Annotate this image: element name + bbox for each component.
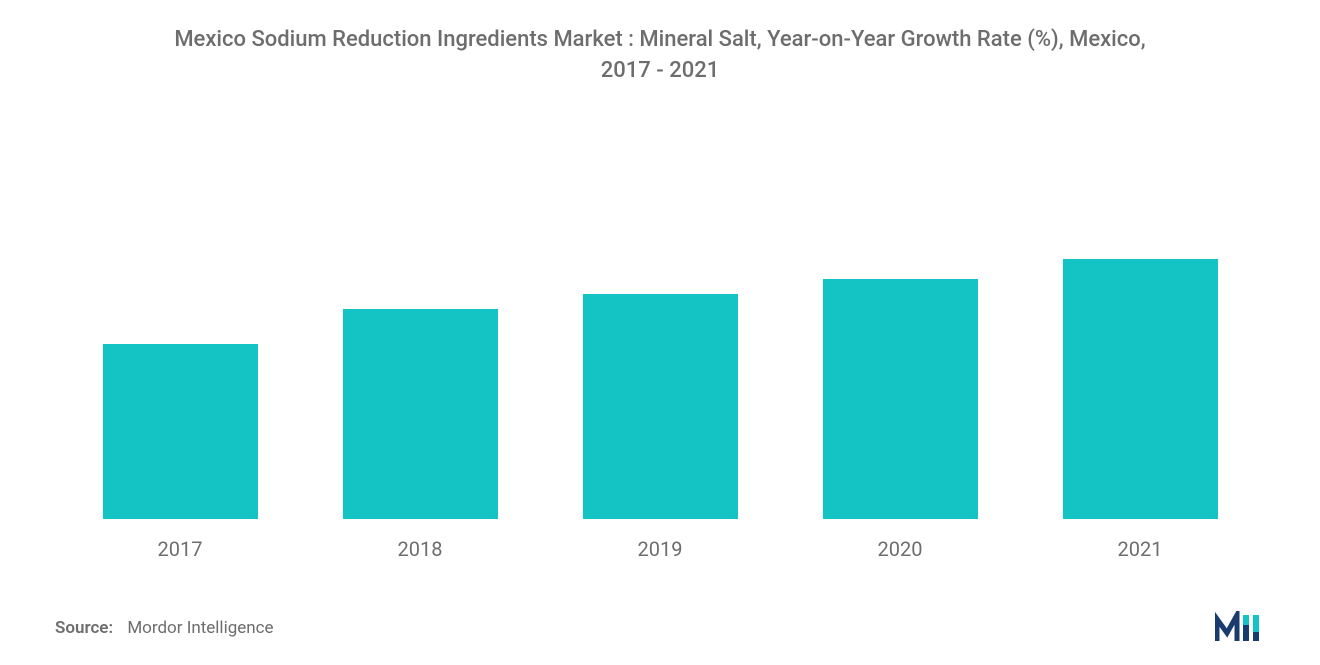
source-value: Mordor Intelligence (127, 618, 273, 638)
plot-area: 2017 2018 2019 2020 2021 (50, 137, 1270, 561)
bar-group: 2019 (540, 294, 780, 561)
bar-2019 (583, 294, 738, 519)
bar-label: 2020 (878, 537, 923, 561)
bar-label: 2017 (158, 537, 203, 561)
bar-2020 (823, 279, 978, 519)
mordor-logo-icon (1215, 611, 1265, 645)
source-label: Source: (55, 618, 113, 638)
bar-group: 2020 (780, 279, 1020, 561)
bar-2021 (1063, 259, 1218, 519)
bar-label: 2019 (638, 537, 683, 561)
bar-group: 2018 (300, 309, 540, 561)
bar-label: 2018 (398, 537, 443, 561)
chart-container: Mexico Sodium Reduction Ingredients Mark… (0, 0, 1320, 665)
source-text: Source: Mordor Intelligence (55, 618, 274, 638)
bar-group: 2021 (1020, 259, 1260, 561)
bar-group: 2017 (60, 344, 300, 561)
bar-2017 (103, 344, 258, 519)
chart-title: Mexico Sodium Reduction Ingredients Mark… (50, 25, 1270, 87)
source-row: Source: Mordor Intelligence (50, 611, 1270, 645)
bar-label: 2021 (1118, 537, 1163, 561)
bar-2018 (343, 309, 498, 519)
